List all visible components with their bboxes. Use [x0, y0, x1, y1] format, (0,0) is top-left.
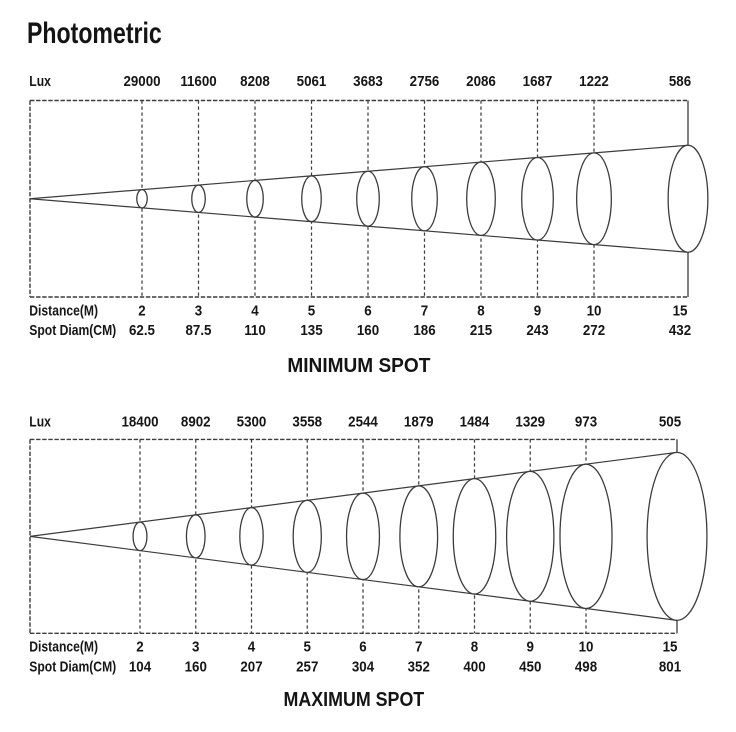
distance-value: 5	[308, 303, 316, 320]
spot-diam-value: 352	[408, 659, 430, 676]
spot-ellipse	[505, 470, 555, 602]
distance-value: 2	[136, 639, 144, 656]
spot-diam-value: 801	[659, 659, 681, 676]
lux-value: 1329	[515, 414, 545, 431]
spot-ellipse	[132, 521, 148, 552]
spot-diam-value: 104	[129, 659, 151, 676]
lux-value: 3558	[292, 414, 322, 431]
spot-ellipse	[452, 477, 497, 595]
lux-value: 973	[575, 414, 597, 431]
distance-value: 3	[192, 639, 200, 656]
distance-value: 9	[527, 639, 535, 656]
spot-diam-value: 186	[413, 322, 435, 339]
spot-ellipse	[576, 152, 612, 246]
caption-maximum-spot: MAXIMUM SPOT	[30, 689, 677, 711]
spot-diam-value: 450	[519, 659, 541, 676]
lux-row-label: Lux	[29, 73, 51, 89]
spot-ellipse	[185, 514, 206, 559]
spot-ellipse	[399, 485, 439, 588]
spot-ellipse	[246, 179, 264, 218]
distance-value: 3	[195, 303, 203, 320]
distance-value: 6	[359, 639, 367, 656]
spot-ellipse	[521, 156, 554, 241]
spot-diam-value: 304	[352, 659, 374, 676]
spot-ellipse	[559, 463, 613, 610]
distance-value: 9	[534, 303, 542, 320]
spot-ellipse	[646, 451, 708, 622]
spot-diam-value: 207	[240, 659, 262, 676]
lux-row-label: Lux	[29, 413, 51, 429]
spot-diam-value: 160	[357, 322, 379, 339]
spot-diam-value: 257	[296, 659, 318, 676]
distance-value: 10	[579, 639, 594, 656]
distance-value: 8	[471, 639, 479, 656]
lux-value: 1222	[579, 74, 609, 91]
lux-value: 1484	[460, 414, 490, 431]
spot-diam-value: 160	[185, 659, 207, 676]
lux-value: 8208	[240, 74, 270, 91]
distance-value: 2	[138, 303, 146, 320]
lux-value: 8902	[181, 414, 211, 431]
spot-ellipse	[191, 184, 206, 214]
spot-ellipse	[466, 161, 496, 237]
spot-diam-value: 215	[470, 322, 492, 339]
lux-value: 3683	[353, 74, 383, 91]
lux-value: 11600	[180, 74, 216, 91]
lux-value: 1879	[404, 414, 434, 431]
lux-value: 586	[669, 74, 691, 91]
caption-minimum-spot-text: MINIMUM SPOT	[287, 354, 431, 377]
lux-value: 5300	[237, 414, 267, 431]
distance-value: 7	[415, 639, 423, 656]
spot-diam-row-label: Spot Diam(CM)	[29, 658, 116, 674]
spot-diam-value: 110	[244, 322, 266, 339]
spot-ellipse	[356, 170, 380, 227]
lux-value: 1687	[523, 74, 553, 91]
lux-value: 2086	[466, 74, 496, 91]
spot-ellipse	[301, 175, 322, 223]
distance-row-label: Distance(M)	[29, 638, 98, 654]
lux-value: 2544	[348, 414, 378, 431]
spot-diam-value: 498	[575, 659, 597, 676]
lux-value: 29000	[123, 74, 160, 91]
beam-diagram-minimum-spot: Lux Distance(M) Spot Diam(CM) 29000 2 62.5 116…	[29, 73, 709, 339]
spot-diam-value: 272	[583, 322, 605, 339]
spot-diam-value: 135	[300, 322, 322, 339]
distance-value: 4	[251, 303, 259, 320]
spot-diam-value: 432	[669, 322, 691, 339]
distance-value: 15	[663, 639, 678, 656]
distance-value: 4	[248, 639, 256, 656]
distance-value: 7	[421, 303, 429, 320]
lux-value: 5061	[297, 74, 327, 91]
caption-minimum-spot: MINIMUM SPOT	[30, 355, 688, 377]
lux-value: 2756	[410, 74, 440, 91]
lux-value: 505	[659, 414, 681, 431]
spot-ellipse	[239, 506, 264, 566]
caption-maximum-spot-text: MAXIMUM SPOT	[283, 688, 424, 711]
spot-diam-value: 62.5	[129, 322, 155, 339]
spot-diam-value: 400	[463, 659, 485, 676]
spot-ellipse	[345, 492, 381, 581]
spot-diam-row-label: Spot Diam(CM)	[29, 322, 116, 338]
distance-value: 5	[304, 639, 312, 656]
spot-ellipse	[292, 499, 322, 573]
lux-value: 18400	[121, 414, 158, 431]
spot-diam-value: 87.5	[186, 322, 212, 339]
spot-ellipse	[667, 144, 709, 253]
distance-value: 6	[364, 303, 372, 320]
spot-diam-value: 243	[526, 322, 548, 339]
distance-row-label: Distance(M)	[29, 303, 98, 319]
spot-ellipse	[136, 188, 148, 209]
spot-ellipse	[411, 166, 438, 232]
page-title: Photometric	[27, 16, 162, 50]
distance-value: 10	[587, 303, 602, 320]
distance-value: 8	[477, 303, 485, 320]
distance-value: 15	[673, 303, 688, 320]
